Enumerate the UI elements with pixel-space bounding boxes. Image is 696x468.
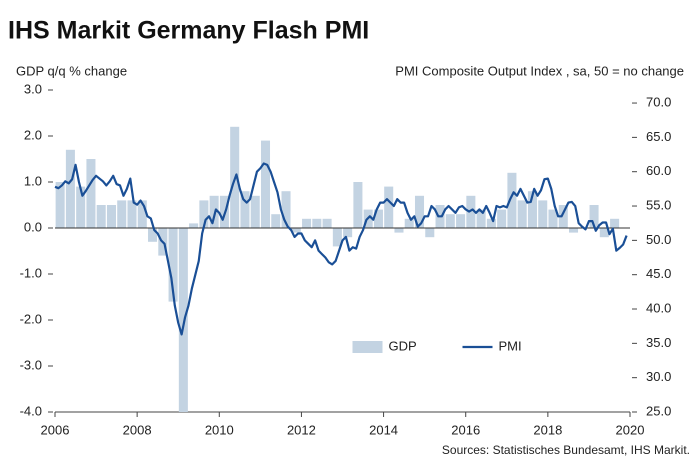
x-tick-label: 2010: [205, 422, 234, 437]
y2-tick-label: 35.0: [646, 335, 671, 350]
y2-tick-label: 70.0: [646, 94, 671, 109]
legend-label: GDP: [389, 338, 417, 353]
x-tick-label: 2006: [41, 422, 70, 437]
gdp-bar: [65, 149, 75, 228]
gdp-bar: [240, 191, 250, 228]
gdp-bar: [445, 214, 455, 228]
gdp-bar: [302, 218, 312, 228]
gdp-bar: [281, 191, 291, 228]
gdp-bar: [569, 228, 579, 233]
legend-swatch: [352, 341, 383, 353]
y-tick-label: 0.0: [24, 219, 42, 234]
x-tick-label: 2014: [369, 422, 398, 437]
gdp-bar: [517, 200, 527, 228]
gdp-bar: [250, 195, 260, 228]
y2-tick-label: 55.0: [646, 197, 671, 212]
gdp-bar: [404, 218, 414, 228]
gdp-bar: [96, 205, 106, 228]
gdp-bar: [507, 172, 517, 228]
y2-tick-label: 45.0: [646, 266, 671, 281]
gdp-bar: [271, 214, 281, 228]
gdp-bar: [76, 186, 86, 228]
source: Sources: Statistisches Bundesamt, IHS Ma…: [442, 443, 690, 457]
y-tick-label: 3.0: [24, 81, 42, 96]
gdp-bar: [137, 200, 147, 228]
gdp-bar: [322, 218, 332, 228]
x-tick-label: 2008: [123, 422, 152, 437]
gdp-bar: [548, 209, 558, 228]
gdp-bar: [599, 228, 609, 238]
y-tick-label: 2.0: [24, 127, 42, 142]
gdp-bar: [394, 228, 404, 233]
y2-tick-label: 50.0: [646, 232, 671, 247]
y2-axis-label: PMI Composite Output Index , sa, 50 = no…: [395, 63, 684, 78]
y-axis-label: GDP q/q % change: [16, 63, 127, 78]
gdp-bar: [86, 159, 96, 228]
gdp-bar: [127, 200, 137, 228]
gdp-bar: [178, 228, 188, 412]
x-tick-label: 2018: [533, 422, 562, 437]
y2-tick-label: 30.0: [646, 369, 671, 384]
gdp-bar: [106, 205, 116, 228]
y-tick-label: -1.0: [20, 265, 42, 280]
gdp-bar: [384, 186, 394, 228]
gdp-bar: [497, 209, 507, 228]
gdp-bar: [55, 182, 65, 228]
y-tick-label: 1.0: [24, 173, 42, 188]
gdp-bar: [456, 214, 466, 228]
y2-tick-label: 65.0: [646, 129, 671, 144]
y2-tick-label: 25.0: [646, 403, 671, 418]
gdp-bar: [414, 195, 425, 228]
y-tick-label: -3.0: [20, 357, 42, 372]
gdp-bar: [189, 223, 199, 228]
gdp-bar: [558, 205, 568, 228]
gdp-bar: [117, 200, 127, 228]
gdp-bar: [343, 228, 353, 238]
gdp-bar: [527, 191, 537, 228]
gdp-bar: [610, 218, 620, 228]
gdp-bar: [476, 209, 486, 228]
gdp-bar: [466, 195, 476, 228]
pmi-line: [54, 162, 628, 336]
gdp-bar: [353, 182, 363, 228]
gdp-bar: [486, 218, 496, 228]
gdp-bar: [291, 228, 301, 233]
gdp-bar: [148, 228, 158, 242]
gdp-bar: [199, 200, 209, 228]
gdp-bar: [260, 140, 271, 228]
y-tick-label: -2.0: [20, 311, 42, 326]
gdp-bar: [538, 200, 548, 228]
y2-tick-label: 60.0: [646, 163, 671, 178]
chart-title: IHS Markit Germany Flash PMI: [8, 17, 369, 45]
x-tick-label: 2016: [451, 422, 480, 437]
gdp-bar: [332, 228, 342, 247]
y-tick-label: -4.0: [20, 403, 42, 418]
x-tick-label: 2012: [287, 422, 316, 437]
gdp-bar: [373, 209, 383, 228]
y2-tick-label: 40.0: [646, 300, 671, 315]
legend-label: PMI: [499, 338, 522, 353]
gdp-bar: [312, 218, 322, 228]
gdp-bar: [589, 205, 599, 228]
gdp-bar: [168, 228, 178, 302]
gdp-bar: [425, 228, 435, 238]
x-tick-label: 2020: [616, 422, 645, 437]
